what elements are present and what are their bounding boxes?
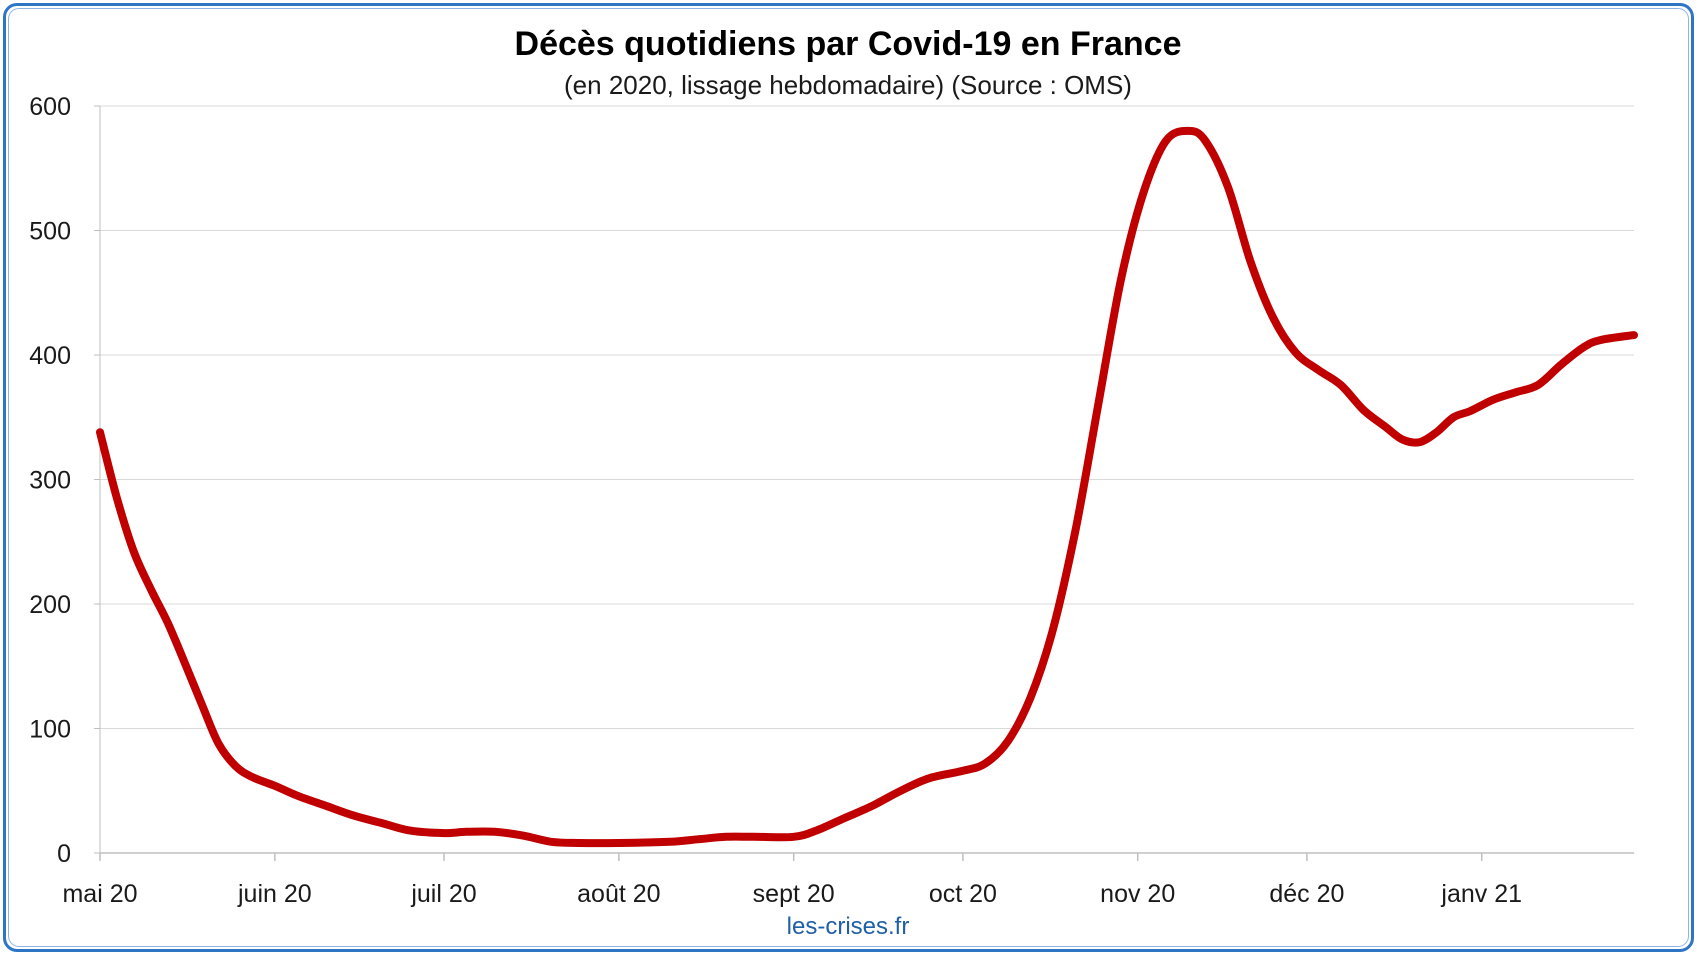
gridlines [99, 105, 1634, 853]
y-tick-label: 200 [29, 591, 71, 619]
x-axis: mai 20 juin 20 juil 20 août 20 sept 20 oct 20… [62, 852, 1634, 908]
x-tick-label: nov 20 [1100, 880, 1175, 908]
series-line-0 [96, 126, 1638, 848]
y-tick-label: 100 [29, 716, 71, 744]
y-tick-label: 400 [29, 342, 71, 370]
chart-title: Décès quotidiens par Covid-19 en France [515, 25, 1182, 63]
source-label: les-crises.fr [787, 913, 910, 940]
x-tick-label: sept 20 [753, 880, 835, 908]
series-layer [96, 126, 1638, 848]
chart-frame-inner-border [8, 8, 1689, 947]
x-tick-label: oct 20 [929, 880, 997, 908]
x-tick-label: juil 20 [410, 880, 476, 908]
y-axis-tick-labels: 0 100 200 300 400 500 600 [29, 93, 100, 868]
y-tick-label: 0 [57, 840, 71, 868]
x-tick-label: déc 20 [1269, 880, 1344, 908]
x-tick-label: juin 20 [237, 880, 312, 908]
y-tick-label: 600 [29, 93, 71, 121]
x-tick-label: janv 21 [1440, 880, 1522, 908]
chart-subtitle: (en 2020, lissage hebdomadaire) (Source … [564, 70, 1132, 100]
x-tick-label: août 20 [577, 880, 660, 908]
y-tick-label: 300 [29, 467, 71, 495]
x-tick-label: mai 20 [62, 880, 137, 908]
y-tick-label: 500 [29, 218, 71, 246]
